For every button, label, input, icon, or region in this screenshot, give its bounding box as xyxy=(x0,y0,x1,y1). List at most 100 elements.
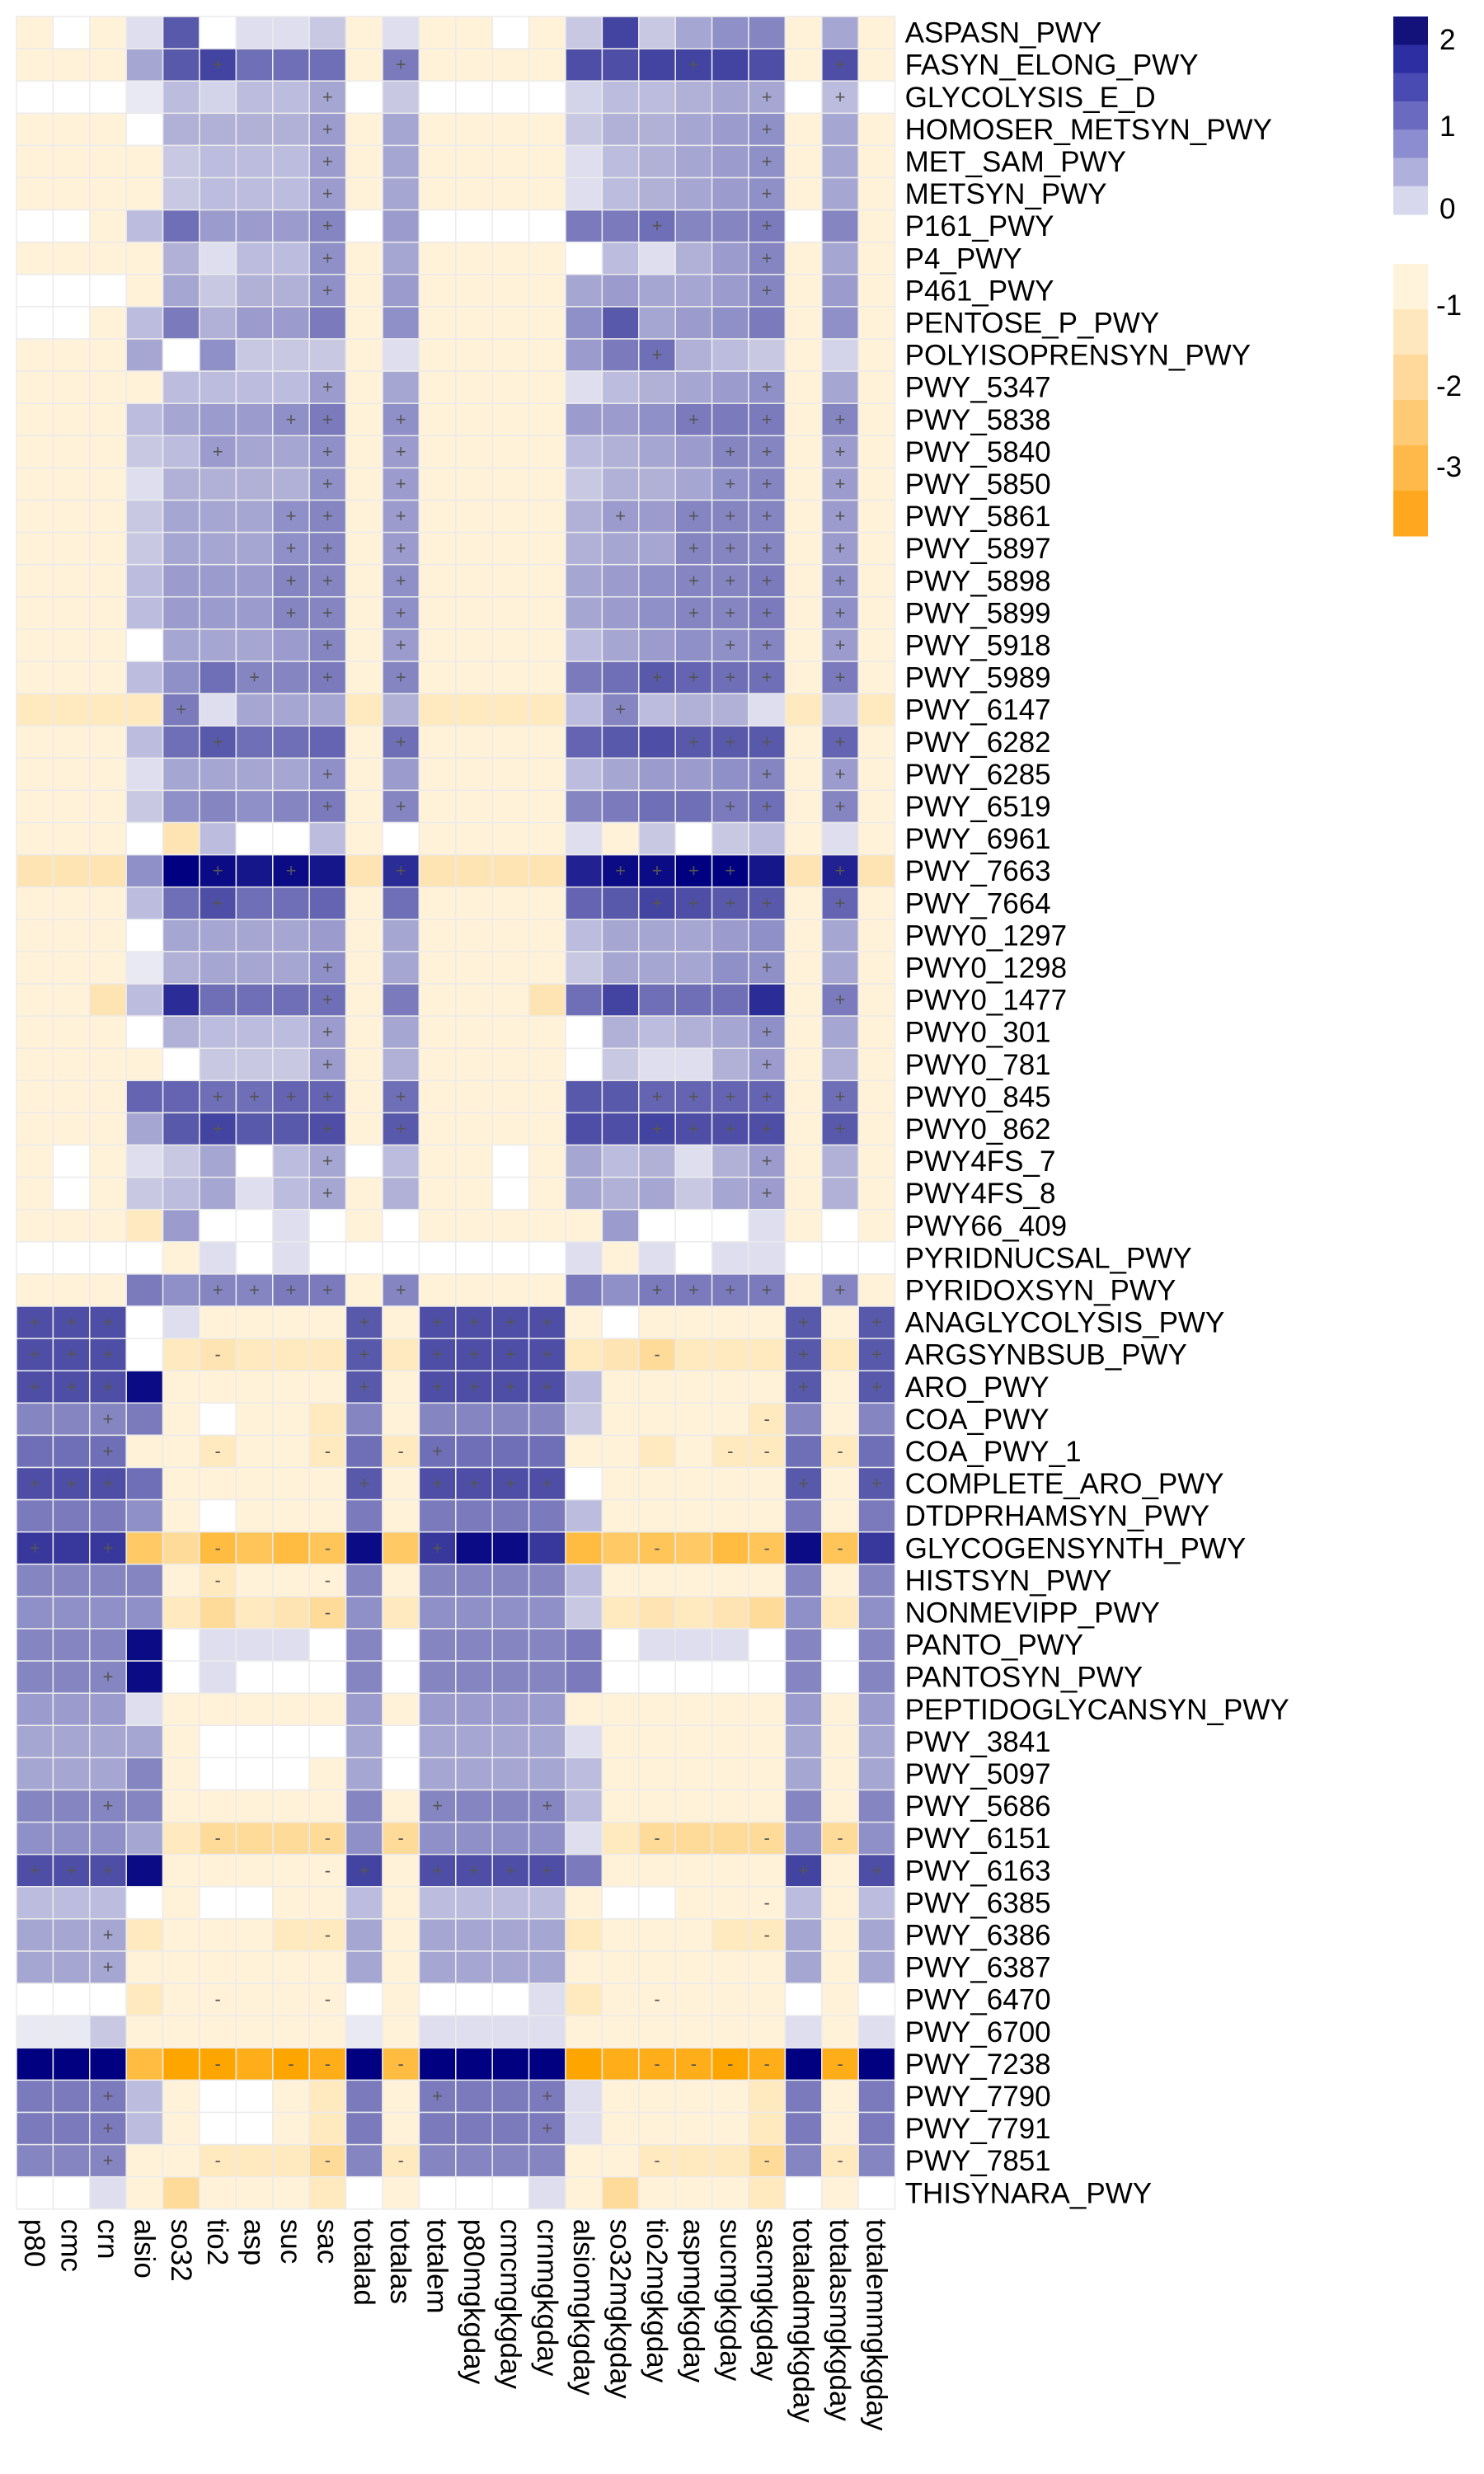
heatmap-cell xyxy=(491,1144,530,1178)
heatmap-cell xyxy=(235,2079,274,2114)
heatmap-cell xyxy=(491,274,530,308)
heatmap-cell xyxy=(674,1208,713,1243)
heatmap-cell xyxy=(601,1466,640,1501)
heatmap-cell xyxy=(162,370,200,404)
heatmap-cell xyxy=(711,1208,749,1243)
heatmap-cell xyxy=(565,1434,603,1469)
heatmap-cell xyxy=(565,628,603,662)
heatmap-cell xyxy=(235,1628,274,1662)
heatmap-cell xyxy=(382,1757,420,1791)
heatmap-cell xyxy=(857,2079,896,2114)
heatmap-cell xyxy=(52,1402,91,1437)
heatmap-cell xyxy=(272,176,310,211)
heatmap-cell xyxy=(125,1015,164,1049)
heatmap-cell xyxy=(674,1079,713,1114)
heatmap-cell xyxy=(528,1273,566,1307)
heatmap-cell xyxy=(199,1918,237,1952)
heatmap-cell xyxy=(89,1660,127,1694)
significance-minus-mark: - xyxy=(764,1924,770,1945)
heatmap-cell xyxy=(528,1757,566,1791)
heatmap-cell xyxy=(601,1498,640,1533)
heatmap-cell xyxy=(418,1079,457,1114)
heatmap-cell xyxy=(382,951,420,985)
heatmap-cell xyxy=(491,1628,530,1662)
heatmap-cell xyxy=(601,1112,640,1146)
heatmap-cell xyxy=(16,499,54,534)
heatmap-cell xyxy=(748,2111,787,2146)
heatmap-cell xyxy=(308,725,347,760)
heatmap-cell xyxy=(821,176,859,211)
heatmap-cell xyxy=(784,1079,823,1114)
heatmap-cell xyxy=(16,1498,54,1533)
significance-plus-mark: + xyxy=(542,1376,552,1397)
heatmap-cell xyxy=(199,1434,237,1469)
heatmap-cell xyxy=(455,789,493,824)
heatmap-cell xyxy=(16,563,54,598)
heatmap-cell xyxy=(16,1789,54,1823)
heatmap-cell xyxy=(821,16,859,49)
heatmap-cell xyxy=(89,338,127,372)
significance-plus-mark: + xyxy=(213,441,223,462)
heatmap-cell xyxy=(784,176,823,211)
heatmap-cell xyxy=(382,80,420,115)
heatmap-cell xyxy=(711,2175,749,2210)
heatmap-cell xyxy=(199,1789,237,1823)
heatmap-cell xyxy=(455,1434,493,1469)
heatmap-cell xyxy=(235,1596,274,1630)
significance-plus-mark: + xyxy=(396,570,406,590)
heatmap-cell xyxy=(857,1402,896,1437)
heatmap-cell xyxy=(857,919,896,952)
heatmap-cell xyxy=(784,1015,823,1049)
heatmap-cell xyxy=(821,1918,859,1952)
heatmap-cell xyxy=(125,725,164,760)
significance-plus-mark: + xyxy=(469,1376,480,1397)
heatmap-cell xyxy=(491,338,530,372)
heatmap-cell xyxy=(821,144,859,179)
heatmap-cell xyxy=(748,661,787,694)
significance-plus-mark: + xyxy=(835,473,846,494)
heatmap-cell xyxy=(345,596,383,630)
column-label: asp xyxy=(238,2219,270,2265)
heatmap-cell xyxy=(821,1596,859,1630)
heatmap-cell xyxy=(565,1853,603,1888)
heatmap-cell xyxy=(418,144,457,179)
heatmap-cell xyxy=(565,2175,603,2210)
heatmap-cell xyxy=(345,1144,383,1178)
heatmap-cell xyxy=(784,1596,823,1630)
heatmap-cell xyxy=(821,112,859,147)
heatmap-cell xyxy=(418,2111,457,2146)
significance-plus-mark: + xyxy=(396,731,406,752)
heatmap-cell xyxy=(235,1402,274,1437)
heatmap-cell xyxy=(89,1273,127,1307)
heatmap-cell xyxy=(821,499,859,534)
heatmap-cell xyxy=(674,2111,713,2146)
heatmap-cell xyxy=(52,531,91,566)
heatmap-cell xyxy=(528,112,566,147)
heatmap-cell xyxy=(491,80,530,115)
heatmap-cell xyxy=(272,1982,310,2016)
heatmap-cell xyxy=(748,1466,787,1501)
heatmap-cell xyxy=(89,1466,127,1501)
heatmap-cell xyxy=(52,2111,91,2146)
heatmap-cell xyxy=(565,402,603,437)
heatmap-cell xyxy=(16,1176,54,1211)
heatmap-cell xyxy=(162,1628,200,1662)
row-label: METSYN_PWY xyxy=(905,178,1107,210)
heatmap-cell xyxy=(674,757,713,792)
significance-minus-mark: - xyxy=(215,1827,221,1848)
heatmap-cell xyxy=(235,1886,274,1920)
heatmap-cell xyxy=(711,1273,749,1307)
heatmap-cell xyxy=(382,112,420,147)
heatmap-cell xyxy=(748,274,787,308)
heatmap-cell xyxy=(125,1950,164,1984)
row-label: PWY0_845 xyxy=(905,1081,1051,1113)
heatmap-cell xyxy=(16,274,54,308)
heatmap-cell xyxy=(455,1821,493,1856)
heatmap-cell xyxy=(784,1886,823,1920)
significance-plus-mark: + xyxy=(835,860,846,881)
heatmap-cell xyxy=(418,531,457,566)
significance-plus-mark: + xyxy=(762,602,773,623)
heatmap-cell xyxy=(565,274,603,308)
row-label: PWY_6519 xyxy=(905,791,1051,823)
heatmap-cell xyxy=(199,306,237,340)
